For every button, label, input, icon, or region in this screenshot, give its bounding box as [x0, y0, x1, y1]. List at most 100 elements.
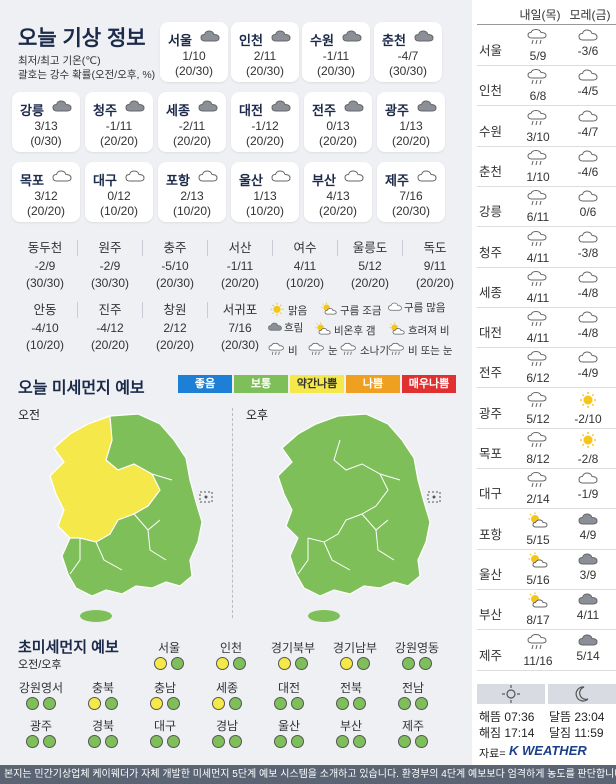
fine-dust-cell: 전북 — [322, 680, 380, 713]
weather-legend-item: 흐려져 비 — [386, 320, 450, 341]
rain-probability: (20/20) — [26, 204, 66, 218]
city-name: 목포 — [479, 447, 503, 461]
pm-dot — [43, 735, 56, 748]
cloud-icon — [565, 310, 611, 326]
sunrise: 해뜸 07:36 — [479, 710, 535, 724]
day2-cell: 5/14 — [565, 633, 611, 663]
region-name: 충북 — [91, 681, 115, 695]
region-name: 강원영동 — [394, 641, 440, 655]
fine-dust-cell: 충북 — [74, 680, 132, 713]
row-divider — [477, 266, 616, 268]
city-name: 수원 — [479, 124, 503, 139]
small-city-cell: 안동 -4/10 (10/20) — [12, 300, 78, 354]
temp-range: 0/13 — [326, 119, 350, 133]
grid-divider — [272, 240, 273, 256]
row-divider — [477, 226, 616, 228]
fine-dust-cell: 충남 — [136, 680, 194, 713]
city-name: 광주 — [385, 103, 409, 118]
rain-probability: (20/30) — [220, 338, 260, 352]
cloud-outline-icon — [198, 169, 218, 185]
fine-dust-cell: 울산 — [260, 718, 318, 751]
day1-cell: 4/11 — [515, 230, 561, 265]
rain-icon — [515, 350, 561, 371]
day2-temp: -2/10 — [574, 411, 602, 426]
day1-temp: 3/10 — [526, 129, 550, 144]
pm-dot — [229, 697, 242, 710]
forecast-row: 강릉 6/11 0/6 — [477, 187, 616, 228]
am-dot — [26, 735, 39, 748]
small-city-cell: 독도 9/11 (20/20) — [402, 238, 468, 292]
am-map-yellow — [49, 415, 161, 543]
cloud-icon — [565, 592, 611, 608]
city-name: 대전 — [239, 103, 263, 118]
pm-dot — [415, 735, 428, 748]
sun-icon — [565, 431, 611, 452]
cloudy-icon — [388, 302, 402, 314]
fine-dust-cell: 부산 — [322, 718, 380, 751]
forecast-row: 포항 5/15 4/9 — [477, 510, 616, 550]
city-name: 진주 — [98, 303, 122, 317]
day2-cell: 0/6 — [565, 189, 611, 219]
city-name: 창원 — [163, 303, 187, 317]
day1-cell: 5/9 — [515, 28, 561, 63]
sun-cloud-icon — [515, 512, 561, 533]
forecast-row: 울산 5/16 3/9 — [477, 550, 616, 590]
rain-probability: (20/20) — [155, 338, 195, 352]
day1-cell: 6/8 — [515, 68, 561, 103]
dust-level-3: 약간나쁨 — [290, 375, 344, 393]
sunset: 해짐 17:14 — [479, 726, 535, 740]
day1-cell: 11/16 — [515, 633, 561, 668]
small-city-cell: 여수 4/11 (10/20) — [272, 238, 338, 292]
city-name: 울산 — [239, 173, 263, 188]
day1-cell: 5/16 — [515, 552, 561, 587]
row-divider — [477, 185, 616, 187]
city-name: 부산 — [479, 608, 503, 623]
rain-probability: (20/30) — [155, 276, 195, 290]
rain-probability: (10/20) — [245, 204, 285, 218]
region-name: 경기남부 — [332, 641, 378, 655]
city-name: 세종 — [166, 103, 190, 118]
day2-temp: 4/9 — [579, 527, 597, 542]
sun-cloud-icon — [515, 592, 561, 613]
weather-legend-item: 비온후 갬 — [312, 320, 376, 341]
rain-icon — [268, 342, 286, 359]
day2-temp: -3/8 — [577, 245, 599, 260]
rain-probability: (30/30) — [90, 276, 130, 290]
weather-legend-item: 비 또는 눈 — [386, 340, 452, 361]
city-name: 서울 — [168, 33, 192, 48]
am-dot — [274, 735, 287, 748]
day1-cell: 1/10 — [515, 149, 561, 184]
rain-probability: (20/30) — [391, 204, 431, 218]
am-dot — [340, 657, 353, 670]
cloud-icon — [198, 99, 218, 115]
fine-dust-cell: 경남 — [198, 718, 256, 751]
city-name: 인천 — [239, 33, 263, 48]
cloud-icon — [125, 99, 145, 115]
rain-icon — [515, 109, 561, 130]
small-city-cell: 동두천 -2/9 (30/30) — [12, 238, 78, 292]
weather-legend-item: 눈 — [306, 340, 338, 361]
forecast-row: 부산 8/17 4/11 — [477, 590, 616, 631]
day2-cell: -3/8 — [565, 230, 611, 260]
day2-temp: -4/5 — [577, 84, 599, 99]
city-name: 서귀포 — [222, 303, 258, 317]
cloud-icon — [565, 230, 611, 246]
fine-dust-cell: 대구 — [136, 718, 194, 751]
am-dot — [398, 735, 411, 748]
city-name: 포항 — [479, 527, 503, 542]
city-name: 서산 — [228, 241, 252, 255]
dust-level-1: 좋음 — [178, 375, 232, 393]
day1-temp: 2/14 — [526, 492, 550, 507]
city-card: 포항 2/13 (10/20) — [158, 162, 226, 222]
day1-temp: 4/11 — [526, 250, 550, 265]
rain-clearing-icon — [314, 322, 332, 339]
temp-range: -5/10 — [161, 259, 189, 273]
row-divider — [477, 145, 616, 147]
sun-box — [477, 684, 545, 704]
dust-title: 오늘 미세먼지 예보 — [18, 380, 145, 397]
city-card: 목포 3/12 (20/20) — [12, 162, 80, 222]
region-name: 경남 — [215, 719, 239, 733]
city-card: 서울 1/10 (20/30) — [160, 22, 228, 82]
day1-cell: 8/17 — [515, 592, 561, 627]
dust-maps — [49, 413, 441, 622]
